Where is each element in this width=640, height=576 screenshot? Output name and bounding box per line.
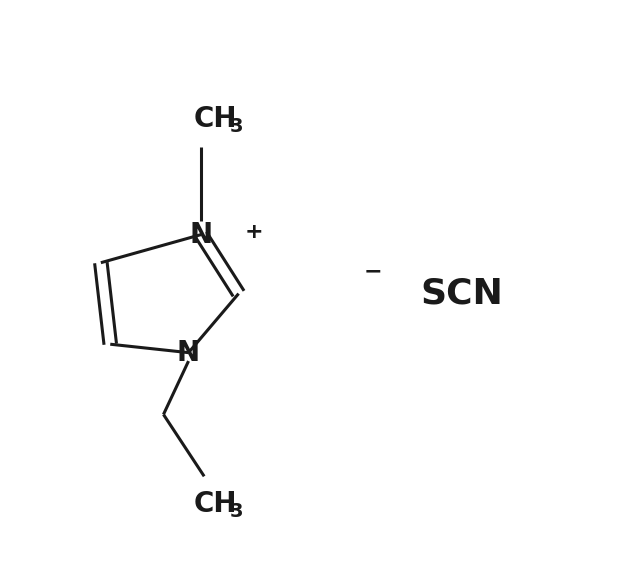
Text: −: − [364,261,383,281]
Text: CH: CH [193,490,237,518]
Text: 3: 3 [230,502,243,521]
Text: N: N [189,221,212,249]
Text: N: N [177,339,200,367]
Text: SCN: SCN [420,276,503,310]
Text: 3: 3 [230,117,243,136]
Text: +: + [245,222,264,242]
Text: CH: CH [193,105,237,134]
